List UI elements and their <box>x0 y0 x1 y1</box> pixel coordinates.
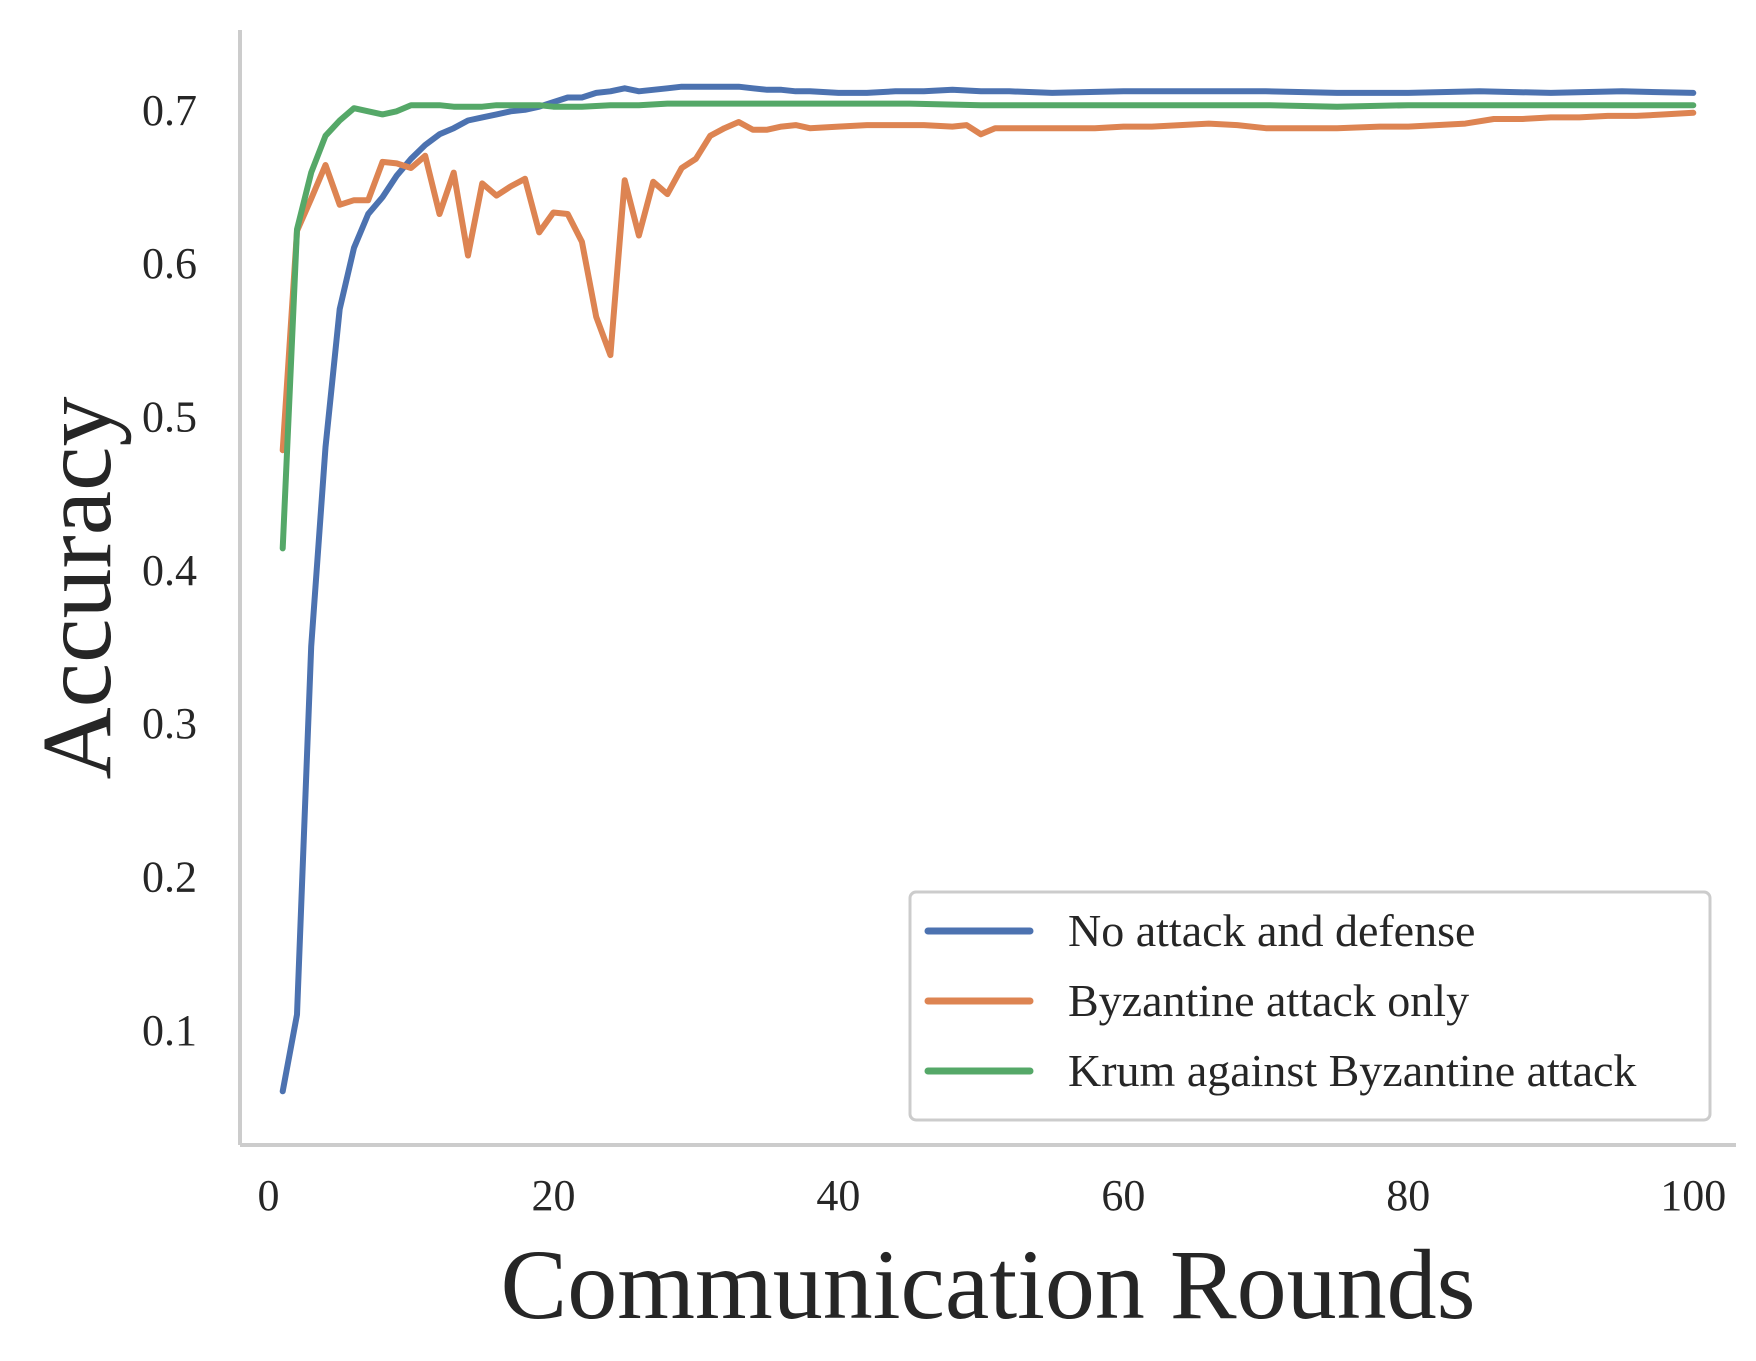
legend-label-no-attack: No attack and defense <box>1068 905 1475 956</box>
series-line-no-attack <box>279 83 1697 1095</box>
y-tick-label: 0.5 <box>142 392 197 441</box>
legend-label-byzantine: Byzantine attack only <box>1068 975 1469 1026</box>
y-tick-label: 0.7 <box>142 86 197 135</box>
y-tick-label: 0.6 <box>142 239 197 288</box>
legend-label-krum: Krum against Byzantine attack <box>1068 1045 1636 1096</box>
series-lines <box>279 83 1697 1095</box>
y-tick-label: 0.2 <box>142 853 197 902</box>
x-tick-label: 60 <box>1101 1171 1145 1220</box>
legend: No attack and defense Byzantine attack o… <box>908 890 1712 1122</box>
legend-box <box>908 890 1712 1122</box>
y-tick-label: 0.4 <box>142 546 197 595</box>
x-tick-labels: 0 20 40 60 80 100 <box>257 1171 1726 1220</box>
x-tick-label: 80 <box>1386 1171 1430 1220</box>
y-axis-title: Accuracy <box>21 396 132 779</box>
y-tick-labels: 0.1 0.2 0.3 0.4 0.5 0.6 0.7 <box>142 86 197 1055</box>
series-line-byzantine <box>279 109 1697 454</box>
series-line-krum <box>279 100 1697 552</box>
x-tick-label: 0 <box>257 1171 279 1220</box>
x-tick-label: 40 <box>816 1171 860 1220</box>
y-tick-label: 0.1 <box>142 1006 197 1055</box>
y-tick-label: 0.3 <box>142 699 197 748</box>
x-tick-label: 100 <box>1660 1171 1726 1220</box>
x-tick-label: 20 <box>531 1171 575 1220</box>
x-axis-title: Communication Rounds <box>501 1229 1476 1340</box>
